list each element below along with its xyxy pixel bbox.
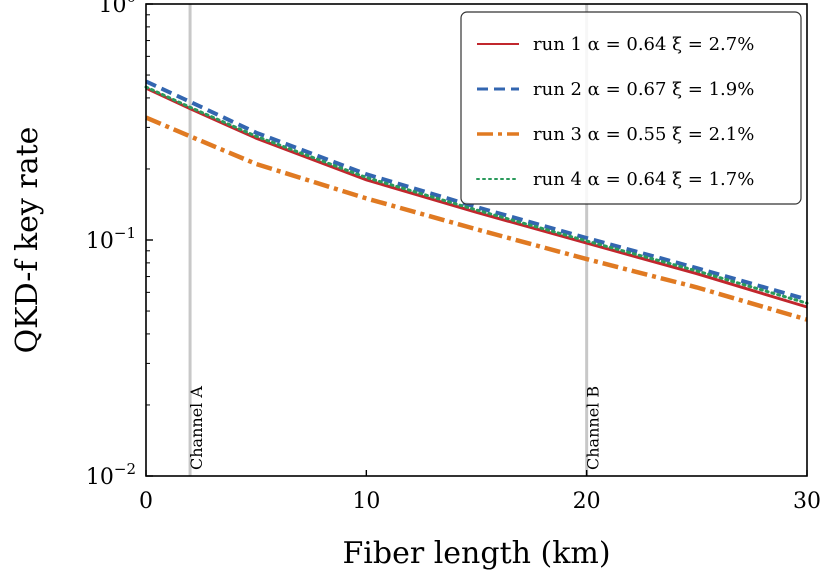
legend-entry-2: run 2 α = 0.67 ξ = 1.9% <box>533 79 754 100</box>
y-tick-label: 100 <box>98 0 136 18</box>
legend-entry-4: run 4 α = 0.64 ξ = 1.7% <box>533 169 754 190</box>
x-tick-label: 0 <box>139 489 153 514</box>
series-line-4 <box>144 85 809 305</box>
series-line-3 <box>145 115 808 322</box>
series-line-2 <box>145 79 808 302</box>
legend-entry-3: run 3 α = 0.55 ξ = 2.1% <box>533 124 754 145</box>
legend-entry-1: run 1 α = 0.64 ξ = 2.7% <box>533 34 754 55</box>
x-tick-label: 10 <box>352 489 380 514</box>
x-tick-label: 30 <box>793 489 821 514</box>
axis-ticks: 0 10 20 30 10−2 10−1 100 <box>86 0 821 514</box>
x-tick-label: 20 <box>573 489 601 514</box>
vline-label-2: Channel B <box>584 386 603 470</box>
legend-box <box>460 11 802 205</box>
y-tick-label: 10−2 <box>86 460 136 490</box>
vline-label-1: Channel A <box>187 386 206 470</box>
legend: run 1 α = 0.64 ξ = 2.7% run 2 α = 0.67 ξ … <box>460 11 802 205</box>
x-axis-label: Fiber length (km) <box>342 536 610 571</box>
y-axis-label: QKD-f key rate <box>10 127 45 354</box>
series-lines <box>144 79 809 322</box>
y-tick-label: 10−1 <box>86 224 136 254</box>
